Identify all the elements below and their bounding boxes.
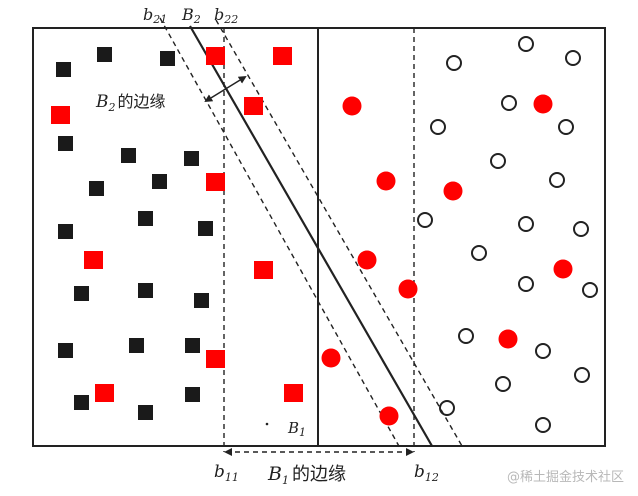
open-circle	[430, 119, 446, 135]
label-B2: B2	[181, 5, 201, 26]
black-square	[129, 338, 144, 353]
open-circle	[518, 36, 534, 52]
open-circle	[574, 367, 590, 383]
black-square	[58, 343, 73, 358]
label-B1-margin: B1 的边缘	[267, 463, 346, 487]
red-circle	[376, 171, 396, 191]
red-square	[206, 173, 225, 191]
black-square	[74, 395, 89, 410]
black-square	[97, 47, 112, 62]
label-b21: b21	[143, 5, 167, 26]
label-B2-margin: B2 的边缘	[95, 92, 166, 114]
black-square	[74, 286, 89, 301]
red-circles	[321, 94, 573, 426]
black-square	[185, 387, 200, 402]
open-circle	[535, 343, 551, 359]
red-square	[51, 106, 70, 124]
black-square	[58, 224, 73, 239]
open-circle	[439, 400, 455, 416]
red-square	[284, 384, 303, 402]
b2-margin-arrow	[204, 75, 247, 103]
open-circle	[582, 282, 598, 298]
open-circle	[490, 153, 506, 169]
red-circle	[321, 348, 341, 368]
black-square	[138, 283, 153, 298]
red-square	[84, 251, 103, 269]
red-square	[206, 350, 225, 368]
red-square	[254, 261, 273, 279]
red-circle	[357, 250, 377, 270]
stray-dot	[265, 422, 269, 426]
open-circle	[458, 328, 474, 344]
black-squares	[56, 47, 213, 420]
label-b11: b11	[214, 462, 239, 484]
red-square	[244, 97, 263, 115]
black-square	[138, 405, 153, 420]
open-circle	[518, 216, 534, 232]
open-circle	[565, 50, 581, 66]
open-circle	[573, 221, 589, 237]
label-b22: b22	[214, 5, 238, 26]
black-square	[185, 338, 200, 353]
black-square	[194, 293, 209, 308]
red-circle	[443, 181, 463, 201]
black-square	[56, 62, 71, 77]
open-circles	[417, 36, 598, 433]
black-square	[184, 151, 199, 166]
b21-dashed-line	[159, 17, 401, 449]
open-circle	[549, 172, 565, 188]
open-circle	[518, 276, 534, 292]
red-circle	[533, 94, 553, 114]
black-square	[152, 174, 167, 189]
red-circle	[398, 279, 418, 299]
black-square	[160, 51, 175, 66]
open-circle	[501, 95, 517, 111]
red-circle	[379, 406, 399, 426]
b22-dashed-line	[215, 19, 463, 447]
label-B1-line: B1	[287, 419, 306, 439]
open-circle	[417, 212, 433, 228]
red-circle	[553, 259, 573, 279]
black-square	[58, 136, 73, 151]
watermark: @稀土掘金技术社区	[507, 469, 624, 485]
open-circle	[558, 119, 574, 135]
black-square	[198, 221, 213, 236]
red-circle	[342, 96, 362, 116]
black-square	[121, 148, 136, 163]
label-b12: b12	[414, 462, 439, 484]
red-square	[273, 47, 292, 65]
open-circle	[471, 245, 487, 261]
red-squares	[51, 47, 303, 402]
open-circle	[495, 376, 511, 392]
black-square	[138, 211, 153, 226]
red-square	[95, 384, 114, 402]
red-circle	[498, 329, 518, 349]
open-circle	[535, 417, 551, 433]
open-circle	[446, 55, 462, 71]
black-square	[89, 181, 104, 196]
red-square	[206, 47, 225, 65]
